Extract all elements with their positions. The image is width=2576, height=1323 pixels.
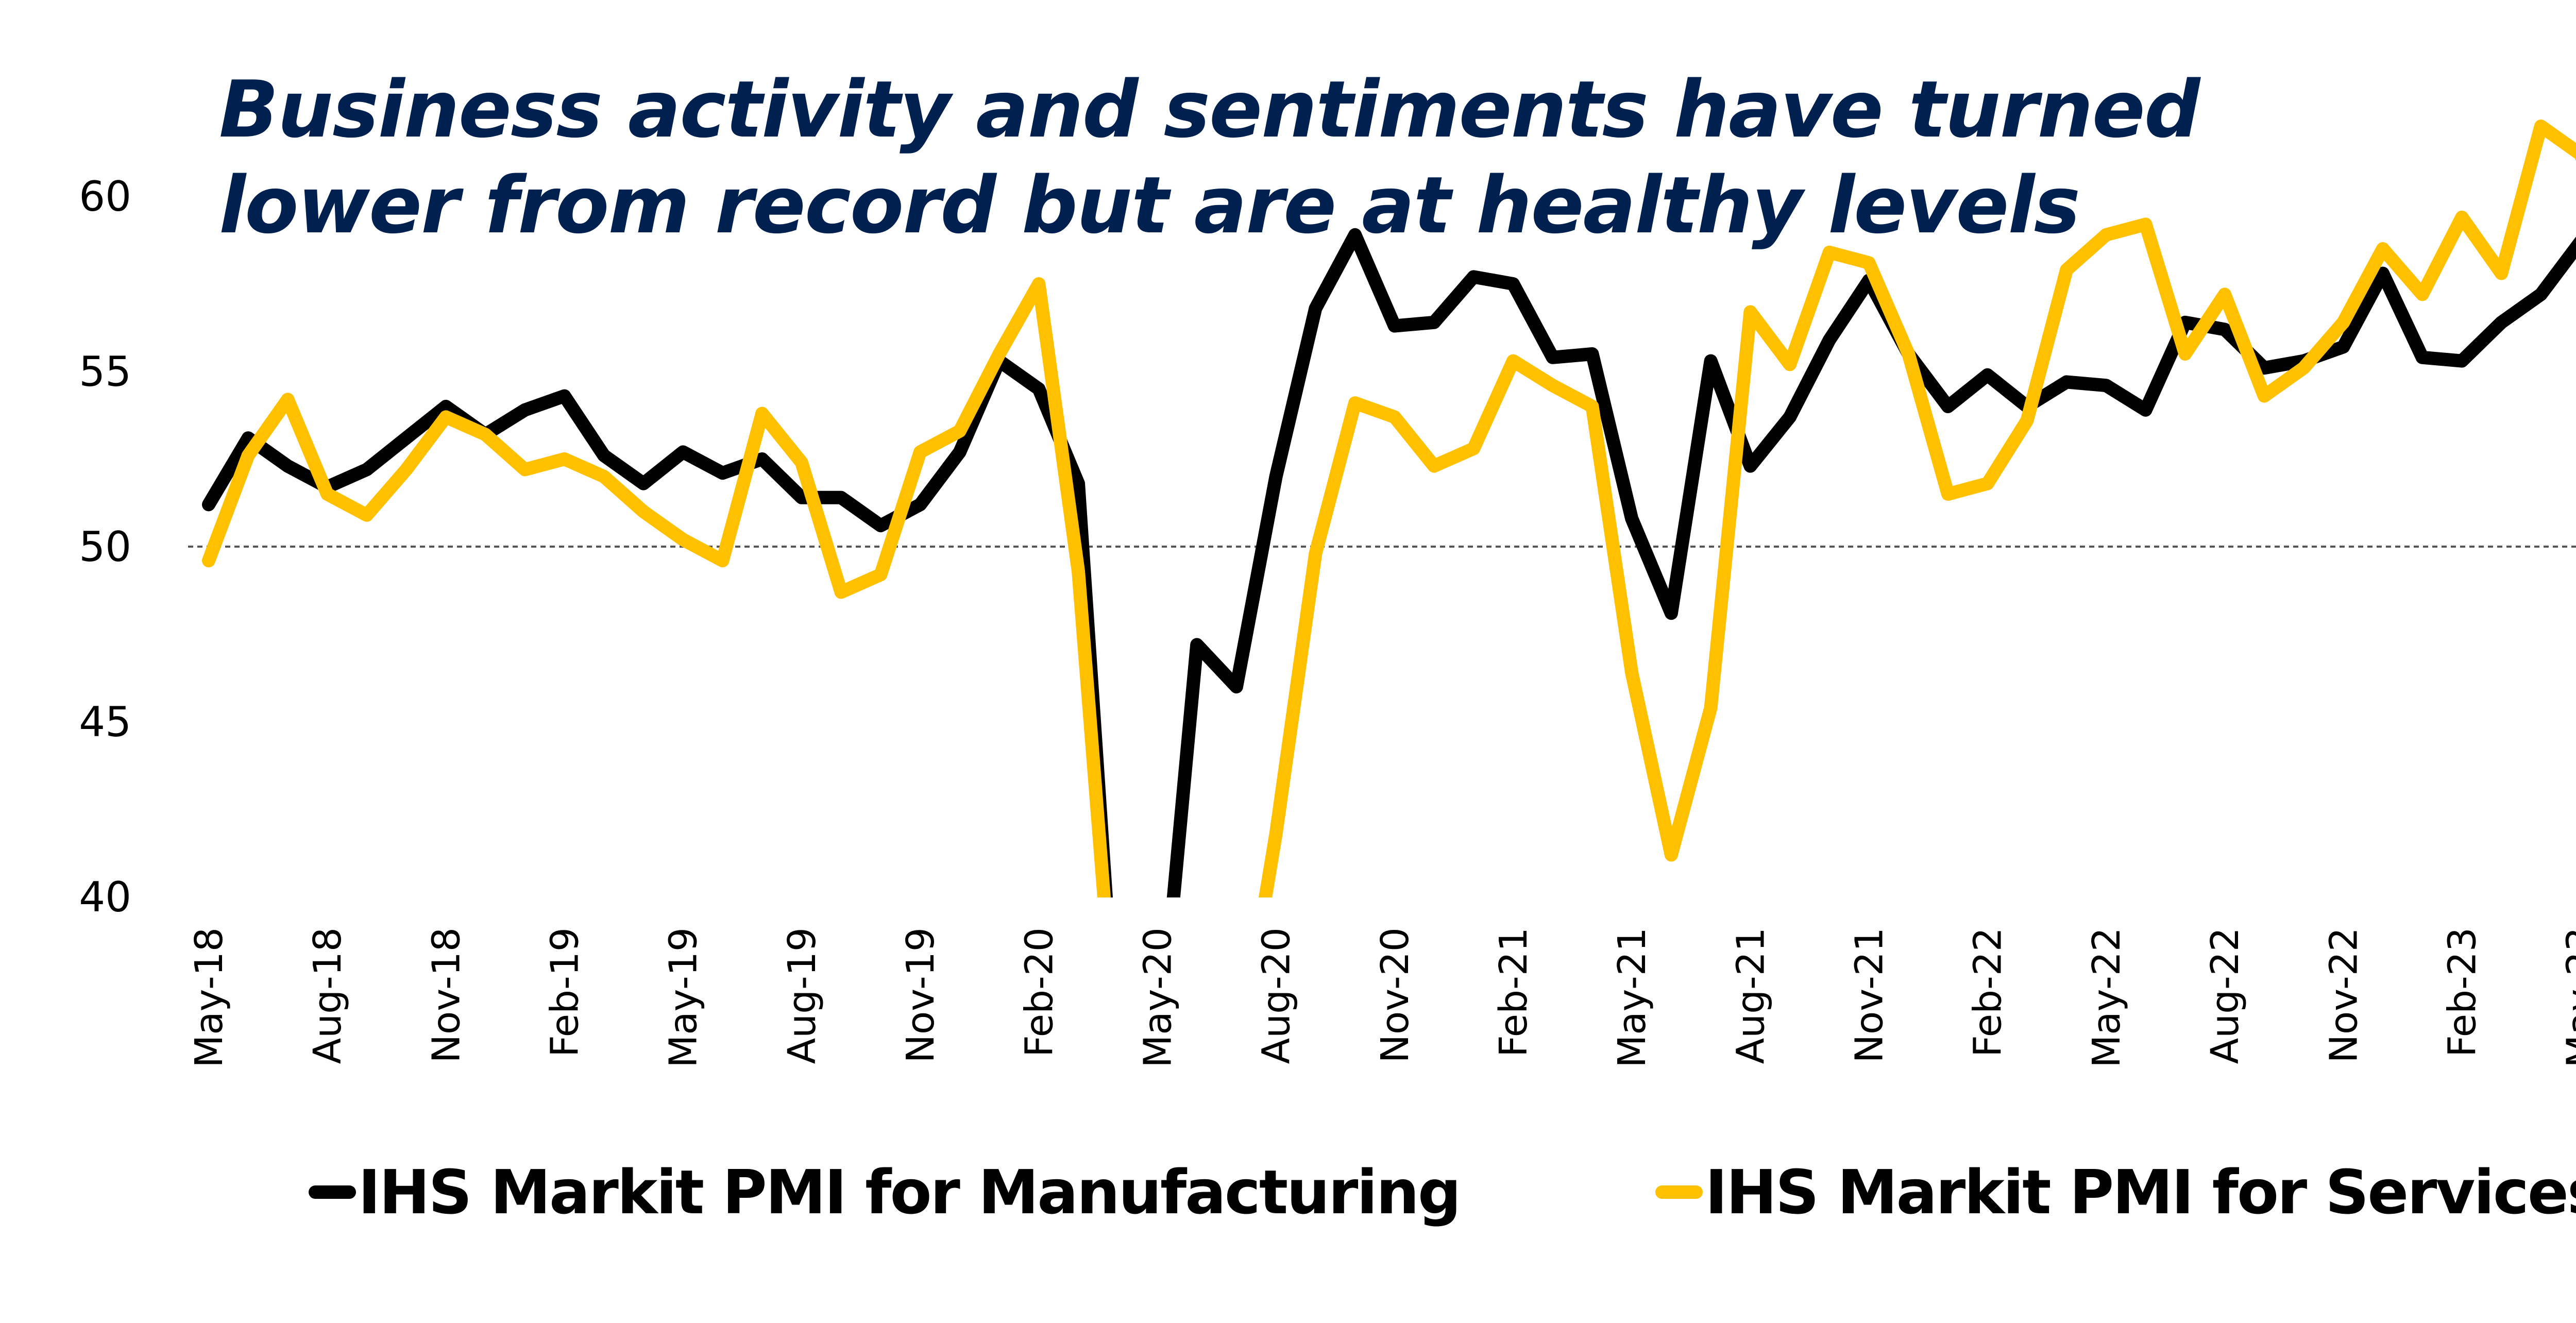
x-tick-label-may-21: May-21 xyxy=(1610,927,1654,1068)
x-tick-label-nov-18: Nov-18 xyxy=(424,927,468,1063)
x-tick-label-may-22: May-22 xyxy=(2084,927,2129,1068)
x-tick-label-nov-21: Nov-21 xyxy=(1848,927,1892,1063)
x-axis: May-18 Aug-18 Nov-18 Feb-19 May-19 Aug-19 Nov-… xyxy=(187,927,2576,1068)
chart-title: Business activity and sentiments have tu… xyxy=(219,62,2200,253)
y-tick-label-55: 55 xyxy=(79,348,131,396)
x-tick-label-nov-22: Nov-22 xyxy=(2321,927,2366,1063)
x-tick-label-aug-19: Aug-19 xyxy=(780,927,824,1064)
legend-swatch-services xyxy=(1655,1185,1703,1199)
series-line-services xyxy=(202,120,2576,897)
x-tick-label-aug-21: Aug-21 xyxy=(1728,927,1773,1064)
x-tick-label-nov-20: Nov-20 xyxy=(1373,927,1417,1063)
x-tick-label-feb-21: Feb-21 xyxy=(1492,927,1536,1057)
x-tick-label-aug-22: Aug-22 xyxy=(2203,927,2247,1064)
y-tick-label-40: 40 xyxy=(79,873,131,921)
x-tick-label-aug-20: Aug-20 xyxy=(1255,927,1299,1064)
y-tick-label-50: 50 xyxy=(79,523,131,571)
y-tick-label-60: 60 xyxy=(79,173,131,220)
y-axis: 40 45 50 55 60 xyxy=(79,173,131,921)
chart-title-line-2: lower from record but are at healthy lev… xyxy=(219,160,2080,251)
legend-label-services: IHS Markit PMI for Services xyxy=(1705,1157,2576,1228)
legend-swatch-manufacturing xyxy=(308,1185,356,1199)
x-tick-label-feb-23: Feb-23 xyxy=(2440,927,2484,1057)
legend: IHS Markit PMI for Manufacturing IHS Mar… xyxy=(0,1157,2576,1228)
x-tick-label-may-20: May-20 xyxy=(1136,927,1180,1068)
x-tick-label-feb-19: Feb-19 xyxy=(543,927,587,1057)
series-group xyxy=(202,120,2576,897)
x-tick-label-may-23: May-23 xyxy=(2559,927,2576,1068)
x-tick-label-nov-19: Nov-19 xyxy=(899,927,943,1063)
x-tick-label-feb-22: Feb-22 xyxy=(1966,927,2010,1057)
legend-item-manufacturing[interactable]: IHS Markit PMI for Manufacturing xyxy=(308,1157,1461,1228)
y-tick-label-45: 45 xyxy=(79,698,131,746)
x-tick-label-may-19: May-19 xyxy=(662,927,706,1068)
legend-item-services[interactable]: IHS Markit PMI for Services xyxy=(1655,1157,2576,1228)
x-tick-label-aug-18: Aug-18 xyxy=(306,927,350,1064)
legend-label-manufacturing: IHS Markit PMI for Manufacturing xyxy=(358,1157,1461,1228)
series-line-manufacturing xyxy=(202,228,2576,897)
chart-title-line-1: Business activity and sentiments have tu… xyxy=(219,64,2200,155)
x-tick-label-may-18: May-18 xyxy=(187,927,231,1068)
x-tick-label-feb-20: Feb-20 xyxy=(1017,927,1061,1057)
